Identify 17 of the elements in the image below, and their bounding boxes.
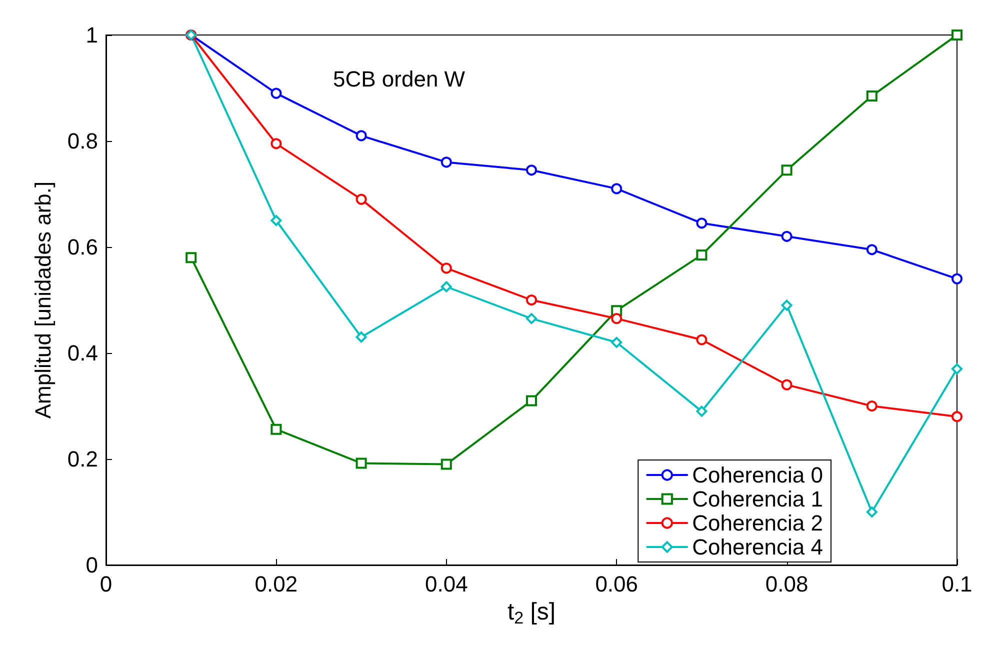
legend-label: Coherencia 0 [692,462,824,488]
x-tick-label: 0.04 [424,572,468,596]
y-tick-label: 1 [86,22,98,48]
annotation: 5CB orden W [333,66,466,92]
x-tick-label: 0.08 [765,572,808,596]
x-tick-label: 0.1 [942,572,972,596]
y-tick-label: 0.8 [67,128,98,154]
y-tick-label: 0.2 [67,446,98,472]
legend-label: Coherencia 2 [692,510,824,536]
y-axis-title: Amplitud [unidades arb.] [30,181,56,419]
y-tick-label: 0.4 [67,340,98,366]
x-tick-label: 0.06 [595,572,638,596]
legend-label: Coherencia 4 [692,534,824,560]
x-tick-label: 0.02 [254,572,298,596]
y-tick-label: 0.6 [67,234,98,260]
legend-label: Coherencia 1 [692,486,824,512]
y-tick-label: 0 [86,552,98,578]
